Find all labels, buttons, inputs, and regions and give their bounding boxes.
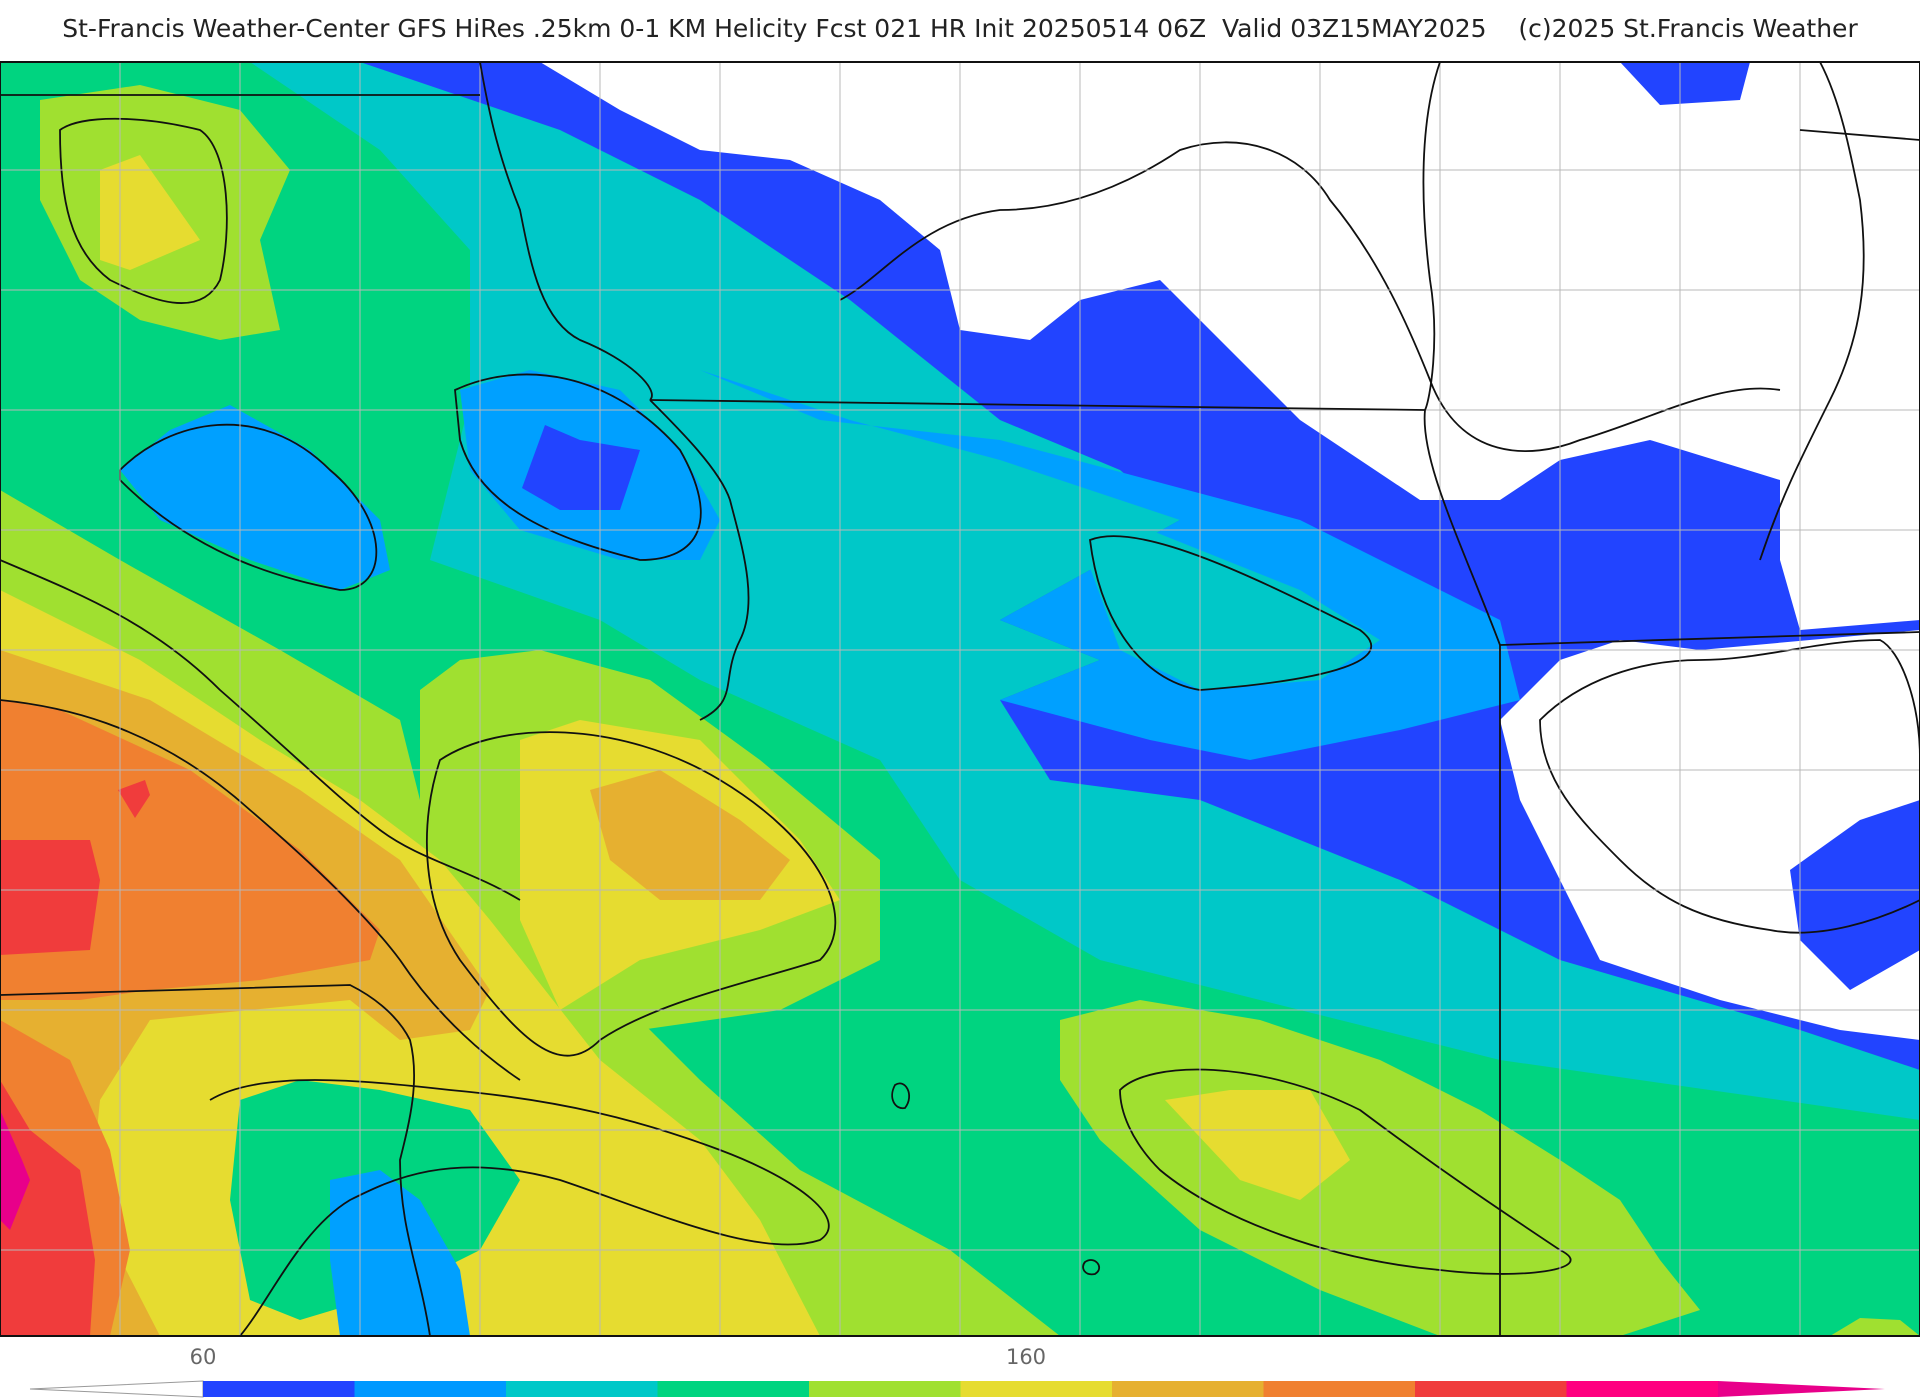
colorbar-segment bbox=[354, 1381, 507, 1397]
border-ne-lake-shore bbox=[1759, 62, 1865, 561]
contour-small-1 bbox=[891, 1082, 910, 1110]
fill-yellow-southeast bbox=[1165, 1090, 1350, 1200]
border-river-central bbox=[649, 399, 750, 721]
colorbar: 60 160 bbox=[29, 1345, 1885, 1398]
fill-blue-southeast-patch bbox=[1790, 800, 1920, 990]
colorbar-segment bbox=[1566, 1381, 1719, 1397]
contour-west-band-lower bbox=[0, 699, 521, 1081]
fill-yellow-northwest bbox=[100, 155, 200, 270]
contour-nw-outer bbox=[59, 117, 228, 304]
fill-lime-southeast bbox=[1060, 1000, 1700, 1336]
fill-gold-central bbox=[590, 770, 790, 900]
colorbar-segment bbox=[960, 1381, 1113, 1397]
colorbar-segment bbox=[1263, 1381, 1416, 1397]
contour-east-lobe bbox=[1089, 535, 1373, 691]
contour-se-loop bbox=[1119, 1068, 1572, 1275]
map-frame bbox=[0, 61, 1920, 1337]
colorbar-segment bbox=[203, 1381, 355, 1397]
fill-sky-west-lobe bbox=[120, 405, 390, 590]
border-mid-east bbox=[649, 399, 1426, 411]
border-south-west bbox=[0, 984, 431, 1336]
contour-east-north bbox=[839, 141, 1781, 453]
colorbar-tick-160: 160 bbox=[1006, 1345, 1046, 1369]
colorbar-left-arrow bbox=[29, 1380, 204, 1398]
contour-central-lobe bbox=[454, 373, 702, 561]
border-east-mid bbox=[1499, 631, 1920, 646]
fill-blue-top-patch bbox=[1620, 62, 1750, 105]
border-river-north bbox=[479, 62, 653, 401]
colorbar-right-arrow bbox=[1718, 1381, 1885, 1397]
fill-red-southwest bbox=[0, 1080, 95, 1336]
contour-south-loop bbox=[209, 1079, 830, 1336]
fill-sky-south-pocket bbox=[330, 1170, 470, 1336]
fill-white-north bbox=[540, 62, 1920, 630]
border-ne-lake bbox=[1799, 129, 1920, 141]
county-lines bbox=[0, 62, 1920, 1336]
contour-lines bbox=[0, 117, 1920, 1336]
contour-central-loop bbox=[425, 731, 837, 1057]
fill-red-west-tip bbox=[118, 780, 150, 818]
fill-red-west bbox=[0, 840, 100, 955]
state-borders bbox=[0, 62, 1920, 1336]
colorbar-segment bbox=[506, 1381, 658, 1397]
colorbar-segment bbox=[1415, 1381, 1567, 1397]
colorbar-segment bbox=[657, 1381, 810, 1397]
map-title: St-Francis Weather-Center GFS HiRes .25k… bbox=[62, 14, 1858, 43]
colorbar-segment bbox=[1112, 1381, 1264, 1397]
fill-lime-corner bbox=[1830, 1318, 1920, 1336]
fill-magenta-southwest bbox=[0, 1110, 30, 1230]
contour-west-lobe bbox=[119, 423, 378, 591]
colorbar-tick-60: 60 bbox=[190, 1345, 217, 1369]
contour-west-band-upper bbox=[0, 559, 521, 901]
colorbar-segments bbox=[203, 1381, 1719, 1397]
colorbar-segment bbox=[809, 1381, 961, 1397]
fill-orange-west bbox=[0, 700, 380, 1000]
fill-blue-central-patch bbox=[522, 425, 640, 510]
border-ne-north bbox=[1422, 62, 1501, 646]
contour-east-south bbox=[1539, 639, 1920, 934]
contour-small-2 bbox=[1082, 1259, 1100, 1276]
